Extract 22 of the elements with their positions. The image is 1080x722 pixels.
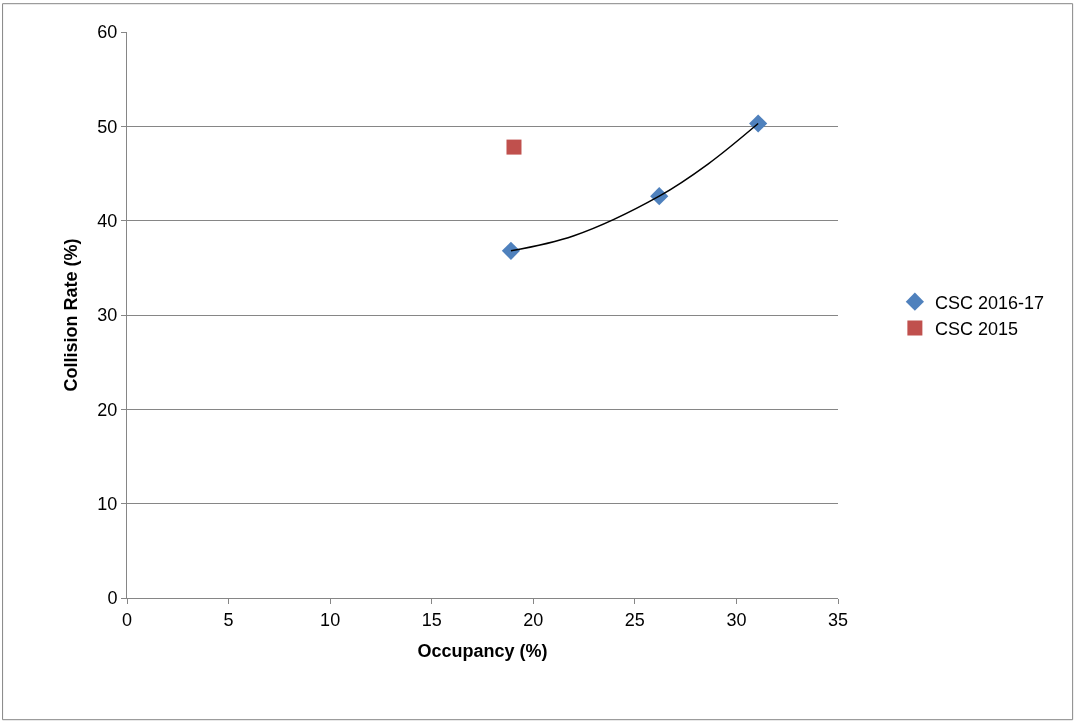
y-tick-label: 60 [97,22,118,43]
x-tick-label: 10 [320,609,341,630]
y-tick-label: 30 [97,305,118,326]
x-tick-label: 20 [523,609,544,630]
x-tick-label: 15 [421,609,442,630]
legend-label: CSC 2016-17 [934,292,1044,313]
y-axis-title: Collision Rate (%) [60,238,81,392]
point [501,241,521,260]
point [749,114,768,133]
x-tick-label: 25 [624,609,645,630]
point [506,139,522,155]
y-tick-label: 0 [107,588,118,609]
x-axis-title: Occupancy (%) [417,640,548,661]
x-tick-label: 30 [726,609,747,630]
y-tick-label: 50 [97,116,118,137]
x-tick-label: 5 [223,609,234,630]
legend-label: CSC 2015 [934,319,1018,340]
y-tick-label: 20 [97,399,118,420]
x-tick-label: 0 [121,609,133,630]
y-tick-label: 40 [97,210,118,231]
y-tick-label: 10 [97,493,118,514]
x-tick-label: 35 [827,609,849,630]
